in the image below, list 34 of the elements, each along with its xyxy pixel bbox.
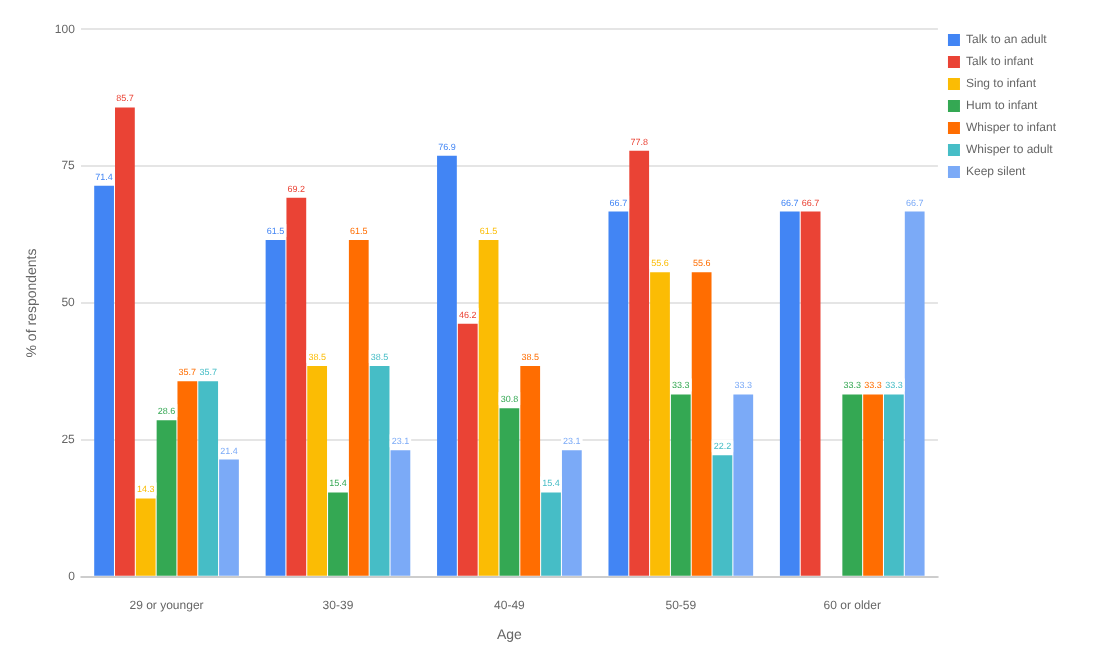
bar [390, 450, 411, 576]
bar [177, 381, 198, 576]
bar [608, 211, 629, 576]
bar [478, 240, 499, 576]
bar [156, 420, 177, 576]
bar [520, 365, 541, 576]
bar [286, 197, 307, 576]
bar [650, 272, 670, 576]
bar [328, 492, 348, 576]
bar [219, 459, 239, 576]
bar [842, 394, 863, 576]
bar [712, 455, 733, 576]
bar [94, 185, 114, 576]
bar [863, 394, 883, 576]
bar [499, 408, 520, 576]
bar [733, 394, 754, 576]
bar [437, 155, 457, 576]
bar [369, 365, 390, 576]
bar [670, 394, 691, 576]
bar [541, 492, 561, 576]
bar [883, 394, 904, 576]
bar [629, 150, 650, 576]
bar [115, 107, 135, 576]
bar [691, 272, 712, 576]
bar [779, 211, 800, 576]
bar [198, 381, 219, 576]
bar [457, 323, 478, 576]
bar [800, 211, 821, 576]
bar [307, 365, 328, 576]
bar [561, 450, 582, 576]
bar [135, 498, 156, 576]
bar [265, 240, 286, 576]
bar [904, 211, 925, 576]
bar [348, 240, 369, 576]
